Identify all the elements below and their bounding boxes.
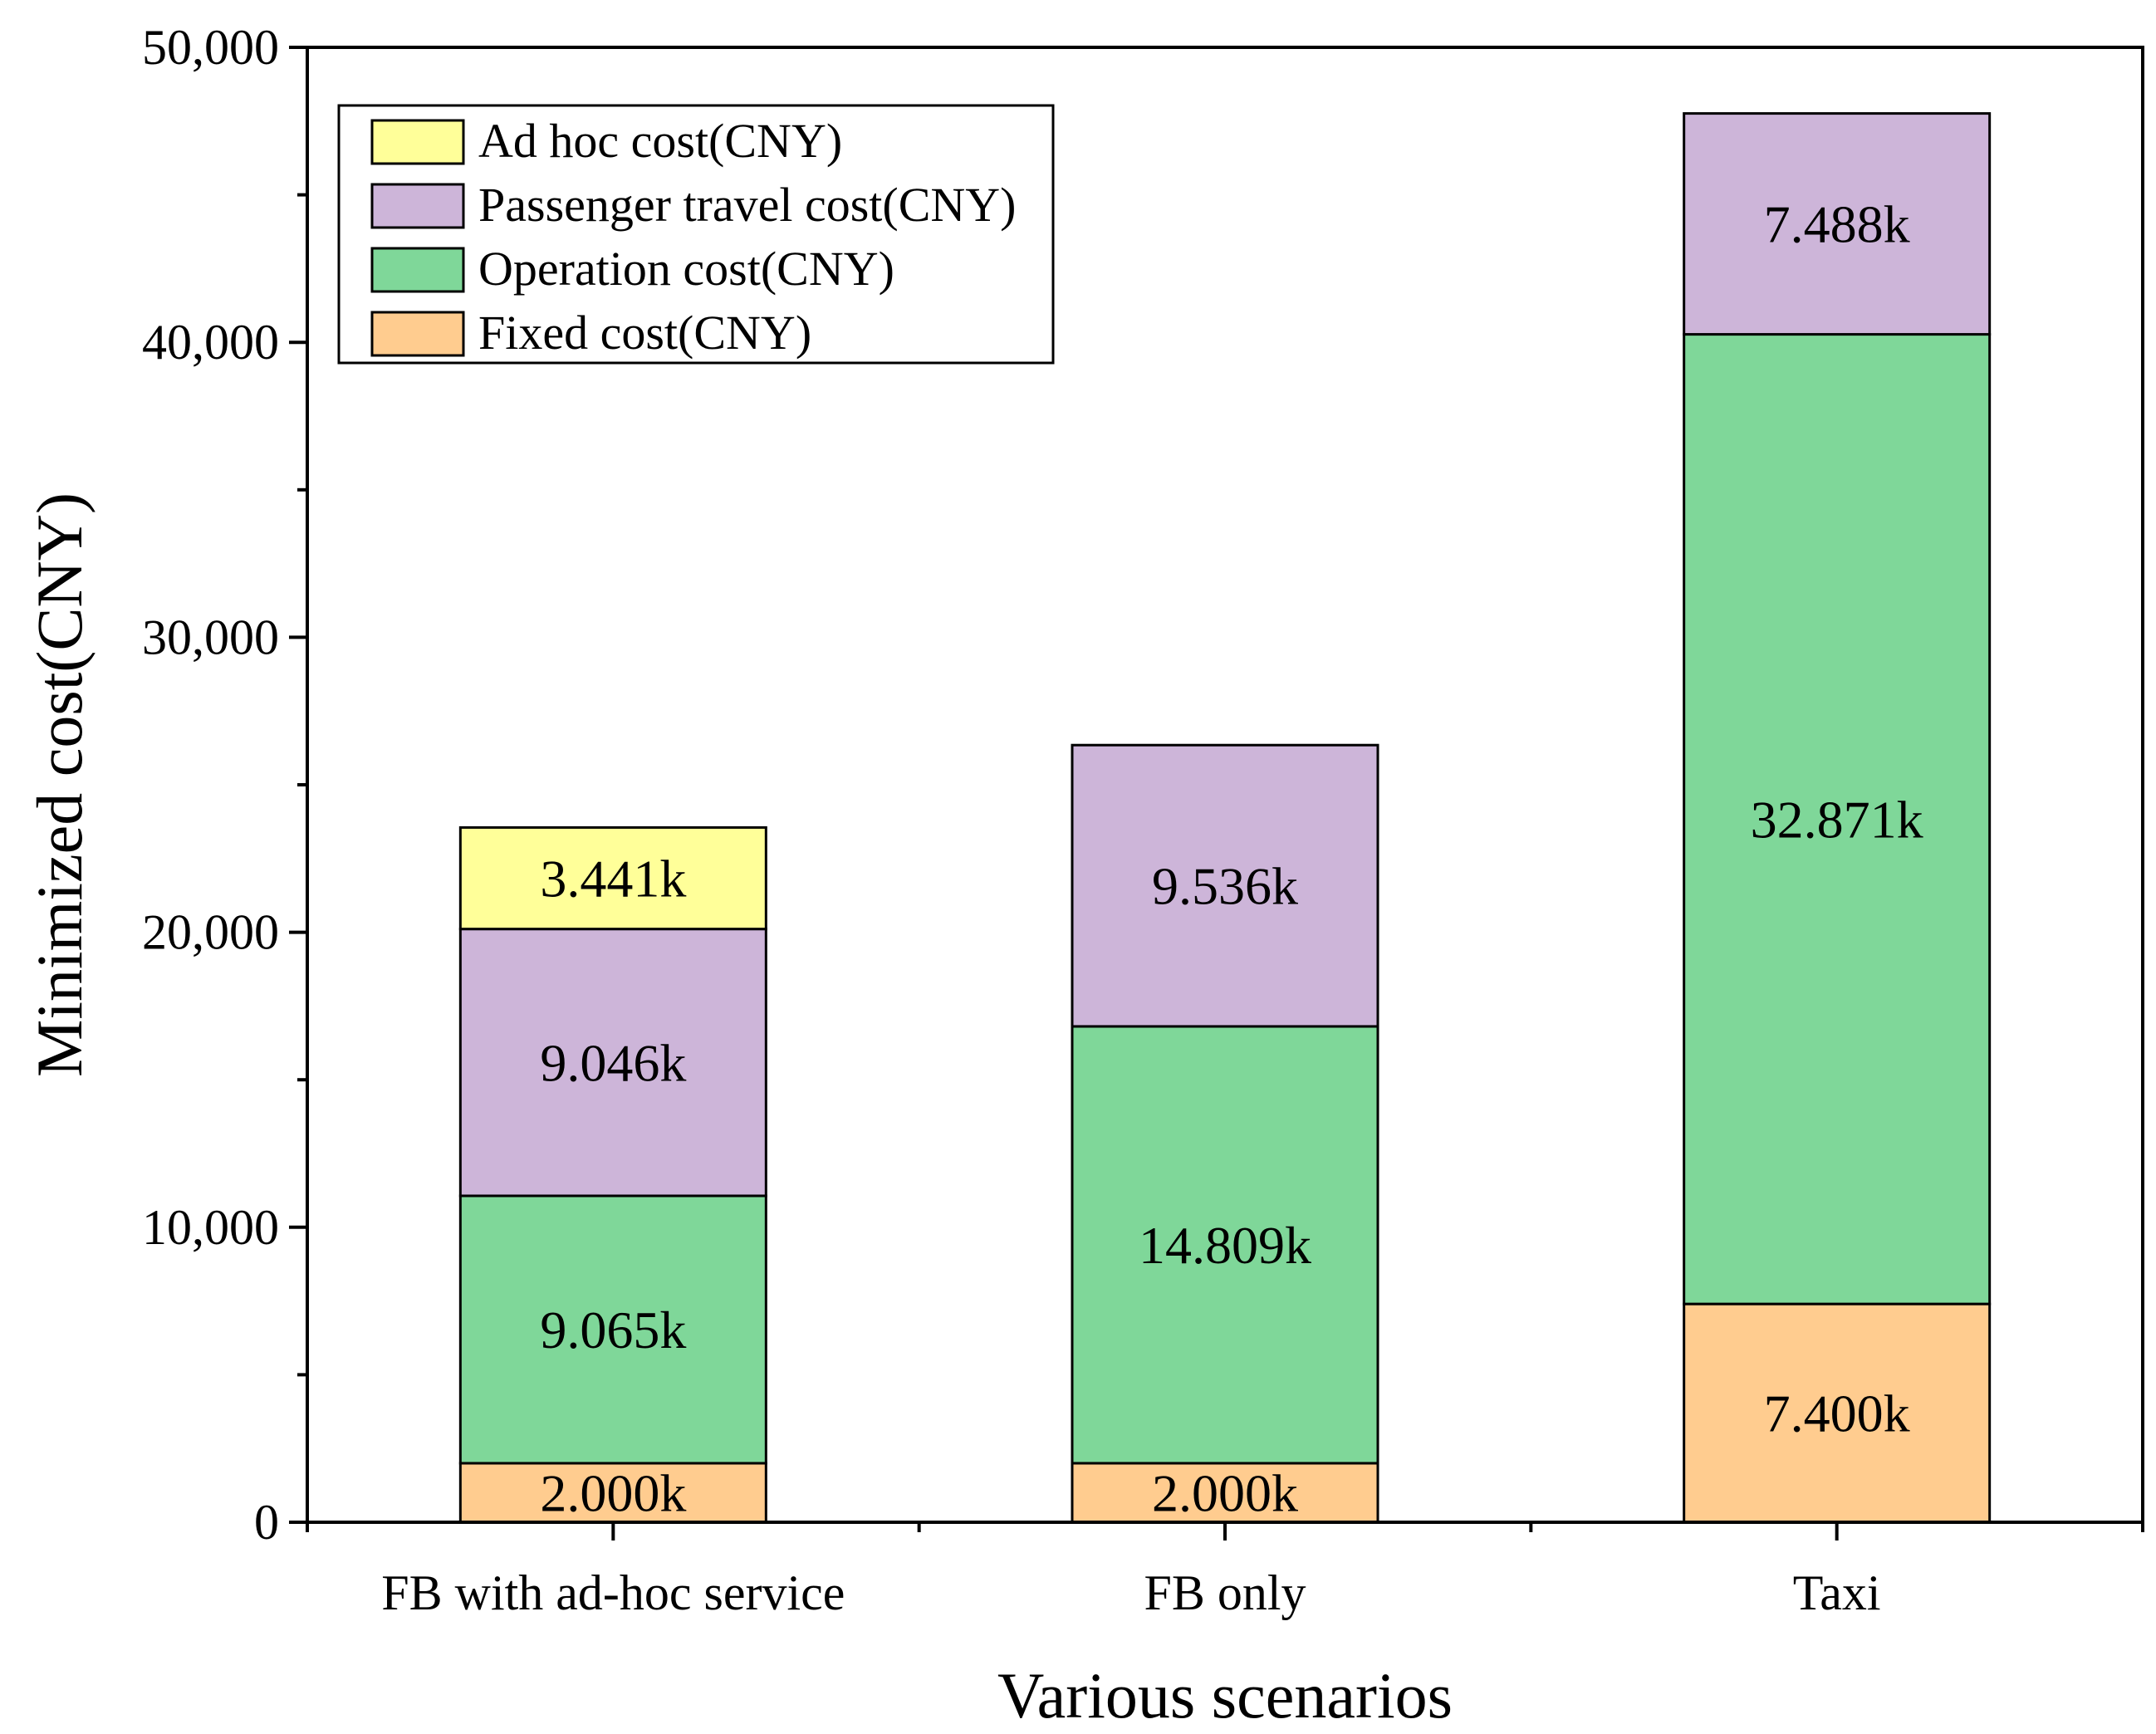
legend-label-fixed-cost: Fixed cost(CNY)	[478, 306, 811, 360]
legend-label-ad-hoc-cost: Ad hoc cost(CNY)	[478, 114, 842, 168]
data-label-passenger-travel-cost: 9.046k	[540, 1033, 686, 1092]
bar-segment-fixed-cost	[1683, 1302, 1992, 1524]
y-tick-label: 20,000	[142, 905, 279, 960]
data-label-fixed-cost: 7.400k	[1764, 1384, 1910, 1443]
legend-swatch-passenger-travel-cost	[370, 183, 465, 229]
legend-label-passenger-travel-cost: Passenger travel cost(CNY)	[478, 178, 1017, 232]
data-label-ad-hoc-cost: 3.441k	[540, 850, 686, 909]
bars-layer	[458, 112, 1992, 1524]
data-label-operation-cost: 9.065k	[540, 1300, 686, 1359]
data-label-fixed-cost: 2.000k	[1152, 1463, 1298, 1522]
y-tick-label: 10,000	[142, 1200, 279, 1255]
x-category-label: FB with ad-hoc service	[381, 1565, 845, 1620]
y-axis-title: Minimized cost(CNY)	[23, 492, 96, 1077]
bar-segment-operation-cost	[458, 1194, 767, 1465]
bar-segment-operation-cost	[1683, 333, 1992, 1305]
ticks-layer	[289, 46, 2144, 1541]
y-tick-label: 40,000	[142, 315, 279, 370]
data-label-operation-cost: 14.809k	[1139, 1216, 1311, 1275]
bar-segment-operation-cost	[1071, 1025, 1379, 1465]
data-label-passenger-travel-cost: 7.488k	[1764, 195, 1910, 254]
data-label-fixed-cost: 2.000k	[540, 1463, 686, 1522]
legend-swatch-ad-hoc-cost	[370, 119, 465, 165]
legend-items: Ad hoc cost(CNY) Passenger travel cost(CN…	[370, 114, 1017, 360]
x-axis-title: Various scenarios	[997, 1659, 1453, 1730]
legend-label-operation-cost: Operation cost(CNY)	[478, 242, 894, 296]
segment-labels-layer: 2.000k 9.065k 9.046k 3.441k 2.000k 14.809k 9.5…	[540, 195, 1923, 1523]
legend-swatch-fixed-cost	[370, 311, 465, 357]
x-category-label: Taxi	[1793, 1565, 1881, 1620]
x-category-label: FB only	[1144, 1565, 1306, 1620]
y-tick-label: 0	[254, 1495, 279, 1550]
bar-segment-passenger-travel-cost	[1683, 112, 1992, 336]
y-tick-label: 30,000	[142, 610, 279, 664]
data-label-passenger-travel-cost: 9.536k	[1152, 857, 1298, 916]
bar-segment-ad-hoc-cost	[458, 825, 767, 931]
legend-swatch-operation-cost	[370, 247, 465, 293]
y-tick-label: 50,000	[142, 20, 279, 75]
legend: Ad hoc cost(CNY) Passenger travel cost(CN…	[337, 104, 1055, 365]
tick-labels-layer: 0 10,000 20,000 30,000 40,000 50,000	[142, 20, 279, 1550]
bar-segment-fixed-cost	[458, 1462, 767, 1524]
category-labels-layer: FB with ad-hoc service FB only Taxi	[381, 1565, 1880, 1620]
data-label-operation-cost: 32.871k	[1751, 790, 1923, 849]
bar-segment-passenger-travel-cost	[1071, 743, 1379, 1028]
